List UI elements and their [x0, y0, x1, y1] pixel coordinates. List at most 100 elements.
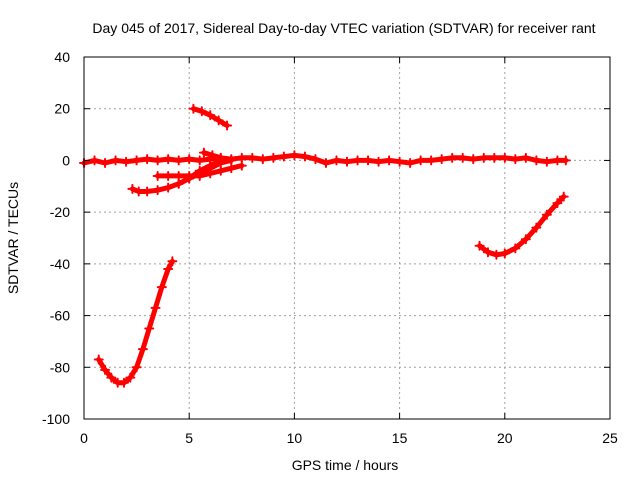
data-point: [215, 165, 226, 176]
x-tick-label: 10: [287, 430, 303, 446]
data-point: [520, 152, 531, 163]
y-tick-label: -40: [50, 256, 70, 272]
data-point: [468, 154, 479, 165]
data-point: [93, 354, 104, 365]
data-point: [426, 155, 437, 166]
data-point: [226, 163, 237, 174]
data-point: [541, 156, 552, 167]
y-tick-label: -60: [50, 308, 70, 324]
data-point: [167, 256, 178, 267]
series-line: [96, 258, 175, 386]
data-point: [499, 248, 510, 259]
data-point: [342, 156, 352, 167]
data-point: [194, 165, 205, 176]
series-layer: [79, 103, 571, 388]
data-point: [373, 156, 384, 167]
data-point: [510, 243, 521, 254]
series-arc-near-zero: [79, 150, 571, 169]
data-point: [125, 372, 136, 383]
data-point: [127, 183, 138, 194]
x-tick-label: 20: [497, 430, 513, 446]
data-point: [405, 158, 416, 169]
data-point: [131, 155, 142, 166]
data-point: [163, 264, 174, 275]
data-point: [236, 160, 247, 171]
data-point: [320, 158, 331, 169]
data-point: [150, 302, 161, 313]
data-point: [415, 155, 426, 166]
series-arc-top: [188, 103, 233, 131]
y-tick-label: 0: [62, 152, 70, 168]
y-tick-label: -100: [42, 411, 70, 427]
x-tick-label: 15: [392, 430, 408, 446]
data-point: [198, 147, 209, 158]
data-point: [268, 152, 279, 163]
y-tick-label: 40: [54, 49, 70, 65]
data-point: [156, 282, 167, 293]
x-axis-label: GPS time / hours: [292, 457, 399, 473]
data-point: [118, 377, 129, 388]
data-point: [491, 249, 502, 260]
x-tick-label: 5: [185, 430, 193, 446]
data-point: [510, 154, 521, 165]
data-point: [457, 152, 468, 163]
data-point: [558, 191, 569, 202]
series-arc-late: [474, 191, 569, 260]
data-point: [133, 186, 144, 197]
data-point: [247, 152, 258, 163]
data-point: [394, 156, 405, 167]
data-point: [531, 222, 542, 233]
data-point: [213, 115, 224, 126]
data-point: [196, 106, 207, 117]
data-point: [173, 155, 184, 166]
series-line: [477, 194, 567, 258]
data-point: [144, 323, 155, 334]
y-axis-label: SDTVAR / TECUs: [5, 182, 21, 294]
data-point: [499, 152, 510, 163]
data-point: [384, 155, 395, 166]
data-point: [489, 152, 500, 163]
data-point: [205, 168, 216, 179]
data-point: [436, 154, 447, 165]
data-point: [560, 155, 571, 166]
data-point: [152, 170, 163, 181]
data-point: [363, 155, 374, 166]
data-point: [482, 247, 493, 258]
data-point: [289, 150, 300, 161]
data-point: [310, 154, 321, 165]
data-point: [142, 186, 153, 197]
data-point: [236, 152, 247, 163]
chart-title: Day 045 of 2017, Sidereal Day-to-day VTE…: [92, 20, 595, 36]
data-point: [215, 152, 226, 163]
data-point: [257, 154, 268, 165]
data-point: [278, 151, 289, 162]
data-point: [331, 155, 342, 166]
series-arc-early-big: [93, 256, 178, 388]
grid: [84, 57, 610, 419]
data-point: [520, 234, 531, 245]
plot-frame: [83, 56, 611, 420]
data-point: [184, 154, 195, 165]
data-point: [163, 182, 174, 193]
data-point: [173, 170, 184, 181]
x-tick-label: 25: [602, 430, 618, 446]
data-point: [131, 362, 142, 373]
data-point: [552, 198, 563, 209]
y-tick-label: 20: [54, 101, 70, 117]
data-point: [121, 156, 132, 167]
data-point: [478, 152, 489, 163]
data-point: [194, 155, 205, 166]
data-point: [163, 154, 174, 165]
y-tick-label: -20: [50, 204, 70, 220]
data-point: [207, 150, 218, 161]
data-point: [152, 155, 163, 166]
x-tick-label: 0: [80, 430, 88, 446]
data-point: [205, 160, 216, 171]
series-arc-short: [198, 147, 226, 163]
data-point: [89, 155, 100, 166]
data-point: [222, 120, 233, 131]
data-point: [110, 155, 121, 166]
data-point: [152, 185, 163, 196]
data-point: [352, 155, 363, 166]
